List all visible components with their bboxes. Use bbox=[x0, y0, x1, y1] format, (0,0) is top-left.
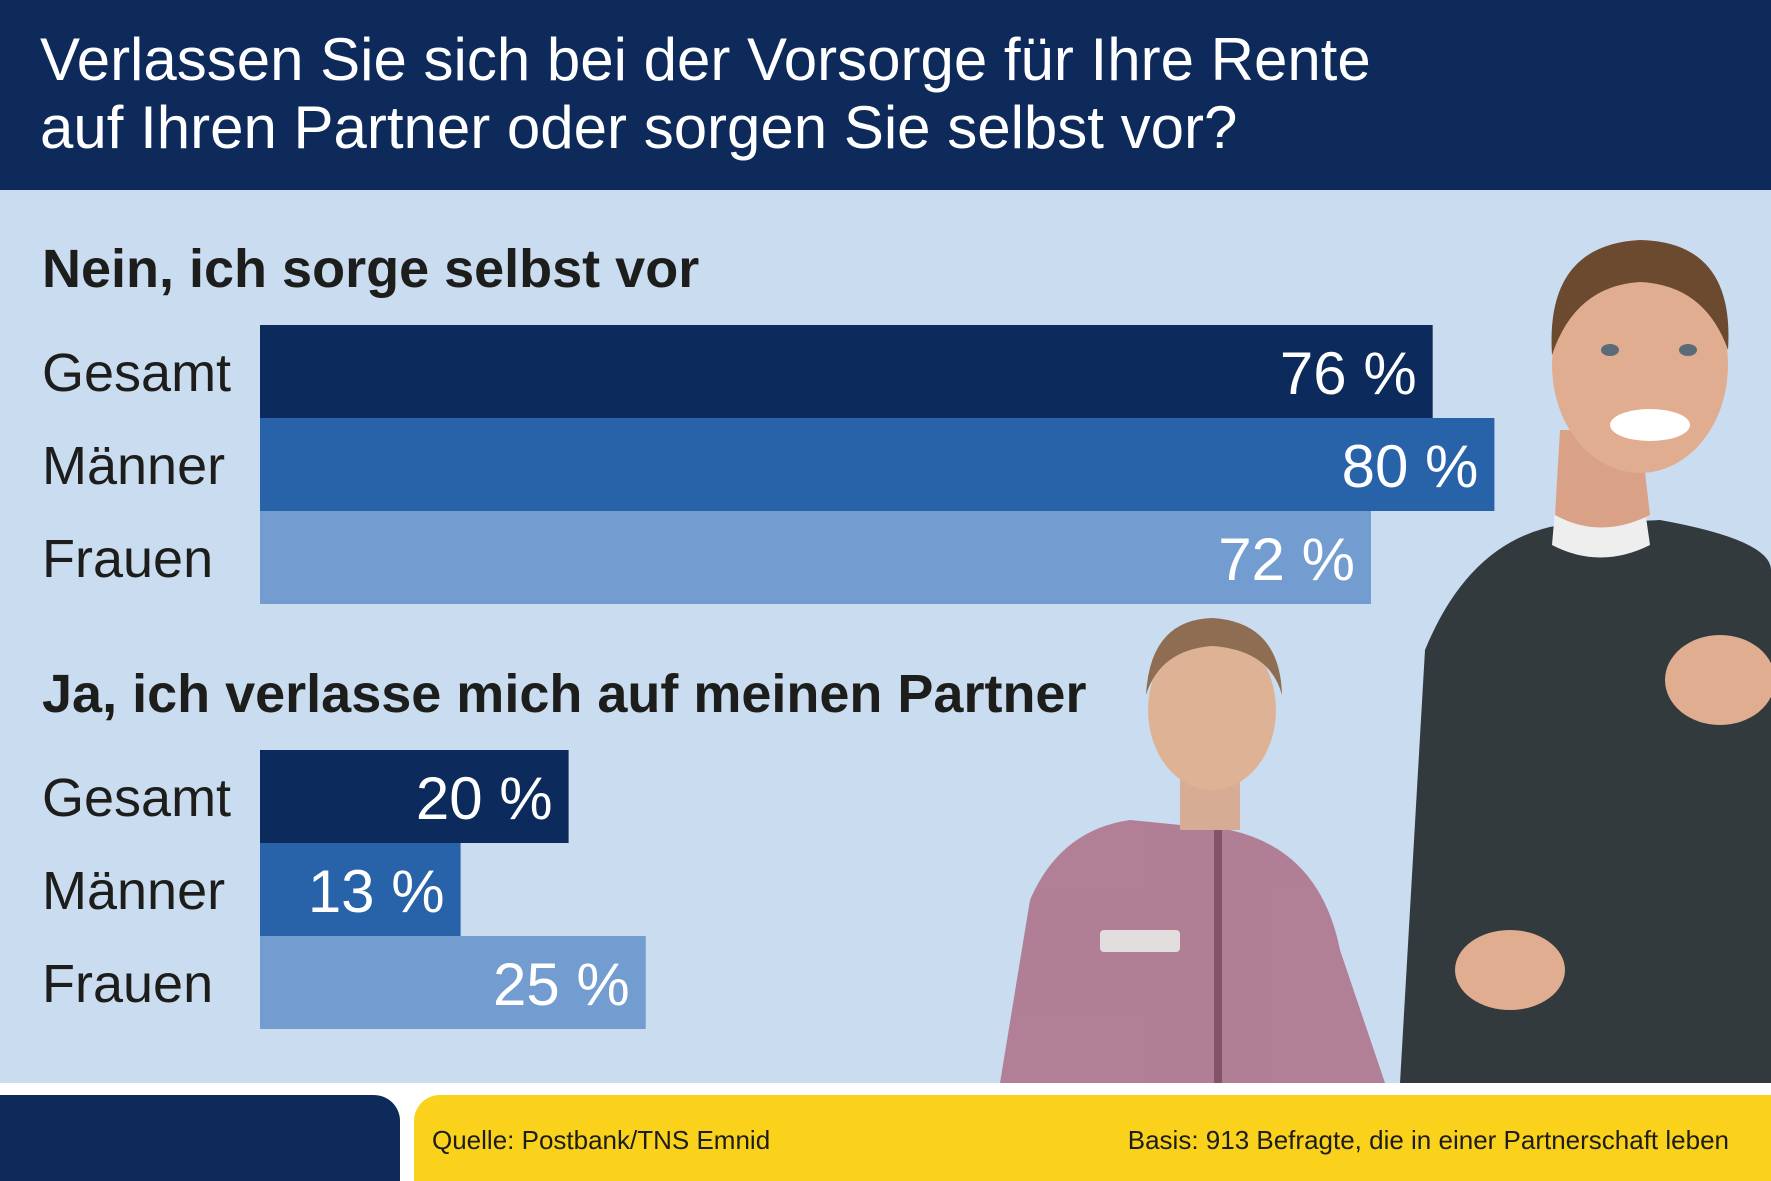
bar-2-männer bbox=[260, 843, 461, 936]
footer-accent-block bbox=[0, 1095, 400, 1181]
footer-divider bbox=[0, 1083, 1771, 1095]
category-label: Gesamt bbox=[42, 343, 231, 403]
value-label: 20 % bbox=[416, 765, 553, 832]
chart-title: Verlassen Sie sich bei der Vorsorge für … bbox=[40, 26, 1640, 162]
value-label: 25 % bbox=[493, 951, 630, 1018]
value-label: 13 % bbox=[308, 858, 445, 925]
category-label: Frauen bbox=[42, 954, 213, 1014]
category-label: Gesamt bbox=[42, 768, 231, 828]
title-line-2: auf Ihren Partner oder sorgen Sie selbst… bbox=[40, 94, 1238, 161]
bar-1-frauen bbox=[260, 511, 1371, 604]
category-label: Männer bbox=[42, 861, 225, 921]
value-label: 76 % bbox=[1280, 340, 1417, 407]
section-title-2: Ja, ich verlasse mich auf meinen Partner bbox=[42, 664, 1086, 724]
bar-chart: Nein, ich sorge selbst vor Gesamt 76 % Männ… bbox=[42, 239, 1495, 1029]
source-note: Quelle: Postbank/TNS Emnid bbox=[432, 1125, 771, 1155]
bar-2-gesamt bbox=[260, 750, 569, 843]
category-label: Frauen bbox=[42, 529, 213, 589]
value-label: 72 % bbox=[1218, 526, 1355, 593]
header-banner: Verlassen Sie sich bei der Vorsorge für … bbox=[0, 0, 1771, 190]
bar-1-männer bbox=[260, 418, 1495, 511]
category-label: Männer bbox=[42, 436, 225, 496]
footer-bar: Quelle: Postbank/TNS Emnid Basis: 913 Be… bbox=[414, 1095, 1771, 1181]
man-runner-illustration bbox=[1400, 240, 1771, 1083]
woman-runner-illustration bbox=[1000, 618, 1385, 1083]
bar-2-frauen bbox=[260, 936, 646, 1029]
bar-1-gesamt bbox=[260, 325, 1433, 418]
runners-photo bbox=[1000, 240, 1771, 1083]
basis-note: Basis: 913 Befragte, die in einer Partne… bbox=[1127, 1125, 1729, 1155]
value-label: 80 % bbox=[1342, 433, 1479, 500]
section-title-1: Nein, ich sorge selbst vor bbox=[42, 239, 699, 299]
title-line-1: Verlassen Sie sich bei der Vorsorge für … bbox=[40, 26, 1371, 93]
